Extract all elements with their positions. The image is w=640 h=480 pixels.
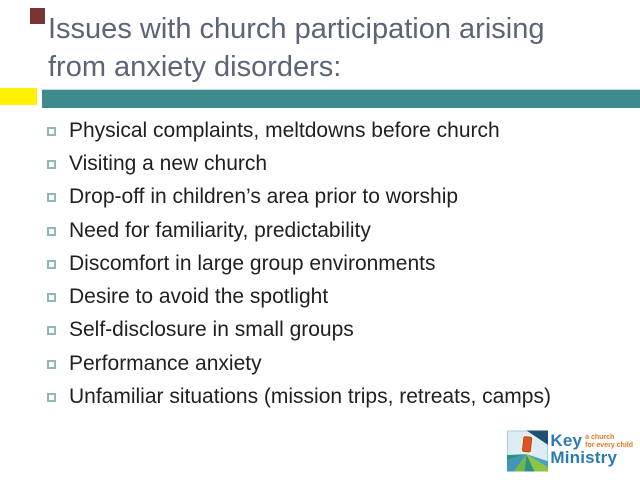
bullet-text: Unfamiliar situations (mission trips, re… [69, 385, 551, 409]
logo-text-block: Key a church for every child Ministry [550, 431, 633, 467]
bullet-list: Physical complaints, meltdowns before ch… [47, 114, 622, 414]
list-item: Self-disclosure in small groups [47, 314, 622, 347]
square-bullet-icon [47, 359, 56, 369]
bullet-text: Drop-off in children’s area prior to wor… [69, 185, 459, 209]
slide-title: Issues with church participation arising… [48, 10, 633, 86]
title-line-2: from anxiety disorders: [48, 51, 342, 83]
square-bullet-icon [47, 393, 56, 403]
logo-word-key: Key [550, 431, 583, 450]
key-ministry-logo-icon [507, 430, 549, 472]
bullet-text: Performance anxiety [69, 351, 262, 375]
list-item: Performance anxiety [47, 347, 622, 380]
key-ministry-logo: Key a church for every child Ministry [507, 430, 633, 472]
teal-divider-bar [42, 89, 640, 108]
logo-tagline-line-2: for every child [585, 441, 633, 449]
yellow-accent-bar [0, 88, 37, 105]
list-item: Physical complaints, meltdowns before ch… [47, 114, 622, 147]
bullet-text: Self-disclosure in small groups [69, 318, 354, 342]
list-item: Discomfort in large group environments [47, 247, 622, 280]
logo-tagline: a church for every child [585, 434, 633, 449]
bullet-text: Need for familiarity, predictability [69, 218, 371, 242]
logo-word-ministry: Ministry [550, 448, 618, 467]
bullet-text: Visiting a new church [69, 151, 268, 175]
list-item: Drop-off in children’s area prior to wor… [47, 181, 622, 214]
square-bullet-icon [47, 226, 56, 236]
list-item: Visiting a new church [47, 147, 622, 180]
list-item: Desire to avoid the spotlight [47, 280, 622, 313]
list-item: Unfamiliar situations (mission trips, re… [47, 380, 622, 413]
square-bullet-icon [47, 259, 56, 269]
bullet-text: Physical complaints, meltdowns before ch… [69, 118, 500, 142]
square-bullet-icon [47, 126, 56, 136]
square-bullet-icon [47, 159, 56, 169]
square-bullet-icon [47, 193, 56, 203]
logo-tagline-line-1: a church [585, 434, 615, 441]
bullet-text: Desire to avoid the spotlight [69, 285, 329, 309]
square-bullet-icon [47, 326, 56, 336]
bullet-text: Discomfort in large group environments [69, 251, 436, 275]
title-line-1: Issues with church participation arising [48, 13, 545, 45]
corner-accent-square [30, 8, 45, 24]
list-item: Need for familiarity, predictability [47, 214, 622, 247]
square-bullet-icon [47, 293, 56, 303]
